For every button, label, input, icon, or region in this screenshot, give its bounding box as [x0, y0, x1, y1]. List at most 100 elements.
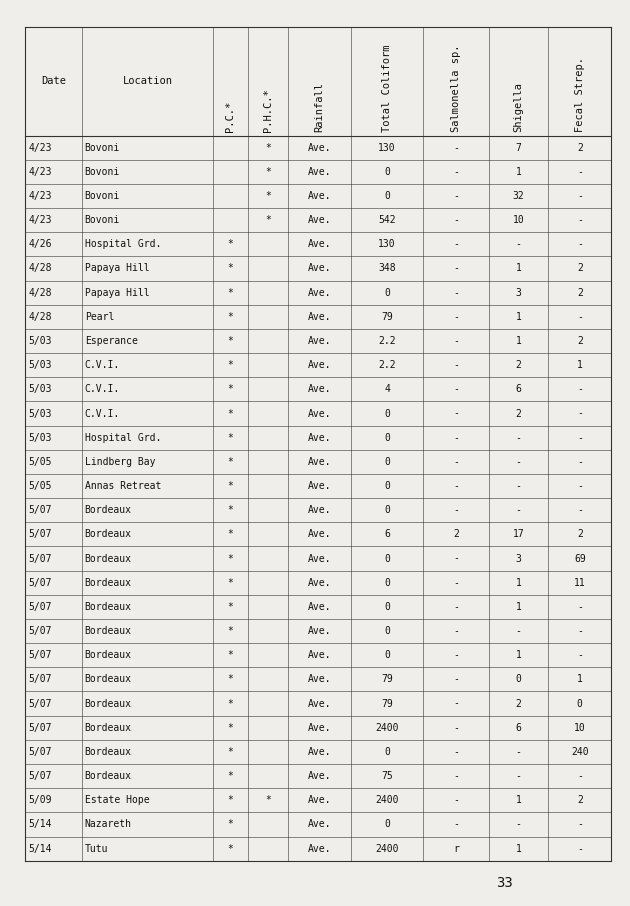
Text: -: -: [453, 602, 459, 612]
Text: -: -: [453, 433, 459, 443]
Text: *: *: [227, 312, 233, 322]
Text: 4/28: 4/28: [28, 288, 52, 298]
Text: 5/07: 5/07: [28, 602, 52, 612]
Text: Papaya Hill: Papaya Hill: [85, 288, 149, 298]
Text: *: *: [227, 529, 233, 539]
Text: *: *: [227, 384, 233, 394]
Text: 5/07: 5/07: [28, 674, 52, 684]
Text: 1: 1: [516, 264, 522, 274]
Text: Bordeaux: Bordeaux: [85, 723, 132, 733]
Text: Ave.: Ave.: [308, 312, 331, 322]
Text: 3: 3: [516, 554, 522, 564]
Text: -: -: [453, 409, 459, 419]
Text: *: *: [227, 843, 233, 853]
Text: 4/26: 4/26: [28, 239, 52, 249]
Text: 4/23: 4/23: [28, 167, 52, 177]
Text: Ave.: Ave.: [308, 674, 331, 684]
Text: C.V.I.: C.V.I.: [85, 409, 120, 419]
Text: 5/07: 5/07: [28, 747, 52, 757]
Text: 5/07: 5/07: [28, 651, 52, 660]
Text: *: *: [265, 215, 271, 225]
Text: *: *: [227, 288, 233, 298]
Text: Date: Date: [41, 76, 66, 86]
Text: -: -: [453, 795, 459, 805]
Text: -: -: [577, 409, 583, 419]
Text: Lindberg Bay: Lindberg Bay: [85, 457, 155, 467]
Text: 1: 1: [516, 602, 522, 612]
Text: -: -: [577, 626, 583, 636]
Text: -: -: [577, 457, 583, 467]
Text: -: -: [453, 819, 459, 829]
Text: -: -: [516, 626, 522, 636]
Text: 2: 2: [577, 795, 583, 805]
Text: -: -: [453, 191, 459, 201]
Text: -: -: [453, 384, 459, 394]
Text: 2: 2: [577, 529, 583, 539]
Text: P.C.*: P.C.*: [226, 101, 236, 132]
Text: Pearl: Pearl: [85, 312, 114, 322]
Text: -: -: [453, 578, 459, 588]
Text: *: *: [265, 191, 271, 201]
Text: 6: 6: [384, 529, 390, 539]
Text: 5/07: 5/07: [28, 626, 52, 636]
Text: C.V.I.: C.V.I.: [85, 361, 120, 371]
Text: *: *: [227, 626, 233, 636]
Text: -: -: [453, 312, 459, 322]
Text: -: -: [577, 771, 583, 781]
Text: Ave.: Ave.: [308, 554, 331, 564]
Text: Ave.: Ave.: [308, 651, 331, 660]
Text: 0: 0: [384, 288, 390, 298]
Text: Ave.: Ave.: [308, 506, 331, 516]
Text: 4/23: 4/23: [28, 215, 52, 225]
Text: -: -: [453, 651, 459, 660]
Text: *: *: [265, 167, 271, 177]
Text: 79: 79: [381, 699, 393, 708]
Text: -: -: [453, 771, 459, 781]
Text: 2400: 2400: [375, 795, 399, 805]
Text: *: *: [265, 795, 271, 805]
Text: r: r: [453, 843, 459, 853]
Text: 542: 542: [378, 215, 396, 225]
Text: *: *: [227, 433, 233, 443]
Text: Hospital Grd.: Hospital Grd.: [85, 433, 161, 443]
Text: -: -: [577, 819, 583, 829]
Text: 2400: 2400: [375, 843, 399, 853]
Text: 0: 0: [384, 554, 390, 564]
Text: 0: 0: [384, 409, 390, 419]
Text: *: *: [227, 554, 233, 564]
Text: 5/03: 5/03: [28, 409, 52, 419]
Text: 33: 33: [496, 876, 512, 891]
Text: 2: 2: [577, 288, 583, 298]
Text: 5/03: 5/03: [28, 384, 52, 394]
Text: Ave.: Ave.: [308, 819, 331, 829]
Text: *: *: [227, 819, 233, 829]
Text: Papaya Hill: Papaya Hill: [85, 264, 149, 274]
Text: -: -: [577, 384, 583, 394]
Text: Tutu: Tutu: [85, 843, 108, 853]
Text: Ave.: Ave.: [308, 215, 331, 225]
Text: Rainfall: Rainfall: [315, 82, 324, 132]
Text: 1: 1: [516, 578, 522, 588]
Text: *: *: [227, 674, 233, 684]
Text: 0: 0: [384, 819, 390, 829]
Text: -: -: [453, 457, 459, 467]
Text: -: -: [516, 481, 522, 491]
Text: -: -: [453, 481, 459, 491]
Text: 0: 0: [384, 506, 390, 516]
Text: -: -: [453, 723, 459, 733]
Text: Ave.: Ave.: [308, 361, 331, 371]
Text: 17: 17: [513, 529, 525, 539]
Text: Ave.: Ave.: [308, 288, 331, 298]
Text: 1: 1: [516, 336, 522, 346]
Text: 1: 1: [516, 312, 522, 322]
Text: 2: 2: [577, 142, 583, 152]
Text: 1: 1: [516, 167, 522, 177]
Text: 0: 0: [384, 747, 390, 757]
Text: 5/03: 5/03: [28, 433, 52, 443]
Text: 2: 2: [577, 264, 583, 274]
Text: Ave.: Ave.: [308, 481, 331, 491]
Text: 1: 1: [577, 674, 583, 684]
Text: 69: 69: [574, 554, 586, 564]
Text: Ave.: Ave.: [308, 747, 331, 757]
Text: 0: 0: [384, 457, 390, 467]
